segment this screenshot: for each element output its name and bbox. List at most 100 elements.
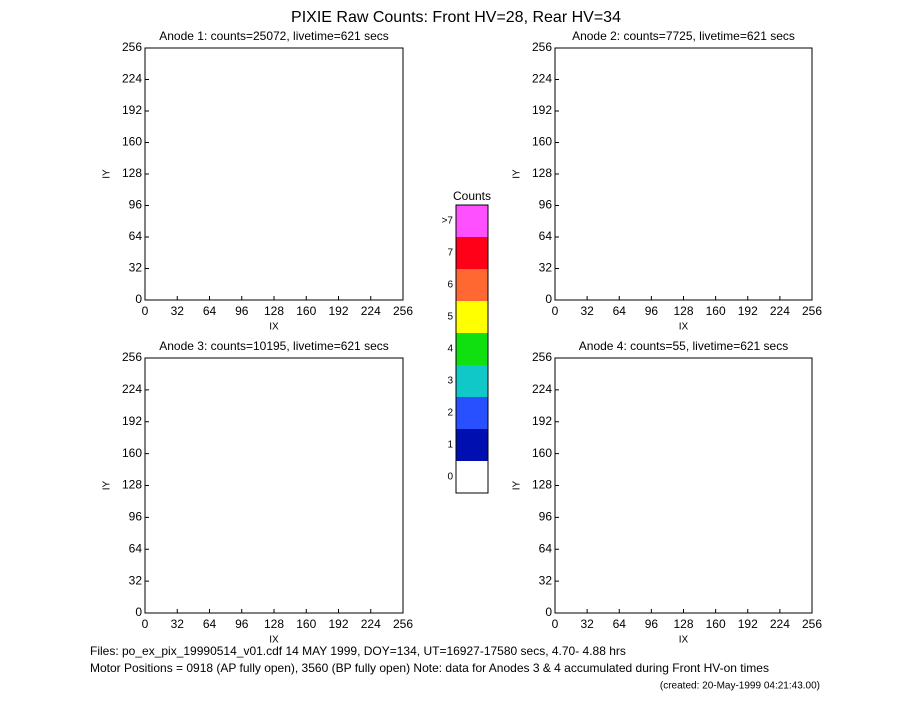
colorbar-title: Counts bbox=[453, 189, 491, 203]
x-axis-label: IX bbox=[269, 322, 279, 333]
x-tick-label: 192 bbox=[738, 617, 758, 631]
colorbar-swatch bbox=[456, 269, 488, 301]
colorbar-label: 3 bbox=[447, 376, 453, 387]
x-tick-label: 0 bbox=[552, 304, 559, 318]
x-tick-label: 256 bbox=[802, 304, 822, 318]
y-tick-label: 128 bbox=[122, 478, 142, 492]
colorbar-swatch bbox=[456, 461, 488, 493]
footer-line: Files: po_ex_pix_19990514_v01.cdf 14 MAY… bbox=[90, 644, 626, 658]
y-axis-label: IY bbox=[102, 169, 113, 179]
plot-frame bbox=[144, 47, 404, 301]
colorbar-label: >7 bbox=[442, 216, 454, 227]
x-tick-label: 64 bbox=[203, 617, 217, 631]
x-tick-label: 192 bbox=[328, 304, 348, 318]
footer-line: Motor Positions = 0918 (AP fully open), … bbox=[90, 661, 769, 675]
y-tick-label: 96 bbox=[129, 510, 143, 524]
y-tick-label: 96 bbox=[539, 510, 553, 524]
x-tick-label: 64 bbox=[613, 617, 627, 631]
page-title: PIXIE Raw Counts: Front HV=28, Rear HV=3… bbox=[291, 9, 621, 26]
x-tick-label: 0 bbox=[142, 617, 149, 631]
colorbar-label: 5 bbox=[447, 312, 453, 323]
x-tick-label: 256 bbox=[802, 617, 822, 631]
x-tick-label: 256 bbox=[393, 617, 413, 631]
y-tick-label: 256 bbox=[532, 350, 552, 364]
y-axis-label: IY bbox=[102, 480, 113, 490]
y-tick-label: 160 bbox=[532, 135, 552, 149]
y-tick-label: 64 bbox=[129, 541, 143, 555]
colorbar-swatch bbox=[456, 333, 488, 365]
colorbar-swatch bbox=[456, 205, 488, 237]
y-tick-label: 160 bbox=[122, 135, 142, 149]
colorbar-label: 7 bbox=[447, 248, 453, 259]
plot-frame bbox=[144, 357, 404, 614]
x-tick-label: 64 bbox=[613, 304, 627, 318]
y-tick-label: 128 bbox=[532, 478, 552, 492]
x-tick-label: 128 bbox=[264, 304, 284, 318]
x-tick-label: 224 bbox=[361, 617, 381, 631]
colorbar-label: 1 bbox=[447, 440, 453, 451]
y-tick-label: 256 bbox=[122, 40, 142, 54]
x-axis-label: IX bbox=[679, 322, 689, 333]
x-tick-label: 64 bbox=[203, 304, 217, 318]
y-tick-label: 128 bbox=[122, 166, 142, 180]
y-tick-label: 192 bbox=[122, 414, 142, 428]
x-tick-label: 224 bbox=[361, 304, 381, 318]
panel-title: Anode 4: counts=55, livetime=621 secs bbox=[579, 339, 788, 353]
x-tick-label: 160 bbox=[706, 617, 726, 631]
y-tick-label: 0 bbox=[545, 292, 552, 306]
colorbar-swatch bbox=[456, 237, 488, 269]
y-tick-label: 160 bbox=[532, 446, 552, 460]
y-tick-label: 192 bbox=[532, 103, 552, 117]
x-tick-label: 128 bbox=[264, 617, 284, 631]
colorbar-label: 0 bbox=[447, 472, 453, 483]
y-tick-label: 192 bbox=[532, 414, 552, 428]
plot-frame bbox=[554, 47, 813, 301]
y-tick-label: 224 bbox=[122, 382, 142, 396]
y-tick-label: 32 bbox=[539, 573, 553, 587]
x-tick-label: 256 bbox=[393, 304, 413, 318]
y-tick-label: 32 bbox=[129, 261, 143, 275]
y-tick-label: 0 bbox=[135, 292, 142, 306]
x-tick-label: 96 bbox=[645, 304, 659, 318]
footer-line: (created: 20-May-1999 04:21:43.00) bbox=[660, 681, 820, 692]
plot-frame bbox=[554, 357, 813, 614]
y-tick-label: 128 bbox=[532, 166, 552, 180]
x-tick-label: 32 bbox=[171, 304, 185, 318]
x-tick-label: 160 bbox=[296, 617, 316, 631]
x-tick-label: 224 bbox=[770, 304, 790, 318]
y-tick-label: 192 bbox=[122, 103, 142, 117]
colorbar-label: 4 bbox=[447, 344, 453, 355]
y-tick-label: 224 bbox=[122, 72, 142, 86]
x-tick-label: 224 bbox=[770, 617, 790, 631]
x-tick-label: 192 bbox=[328, 617, 348, 631]
y-tick-label: 224 bbox=[532, 382, 552, 396]
y-tick-label: 32 bbox=[539, 261, 553, 275]
x-tick-label: 160 bbox=[706, 304, 726, 318]
colorbar-label: 2 bbox=[447, 408, 453, 419]
colorbar-frame bbox=[455, 204, 489, 494]
y-tick-label: 64 bbox=[539, 541, 553, 555]
y-tick-label: 256 bbox=[532, 40, 552, 54]
colorbar-swatch bbox=[456, 301, 488, 333]
y-tick-label: 64 bbox=[539, 229, 553, 243]
panel-title: Anode 3: counts=10195, livetime=621 secs bbox=[159, 339, 389, 353]
y-axis-label: IY bbox=[512, 169, 523, 179]
x-tick-label: 32 bbox=[580, 304, 594, 318]
y-axis-label: IY bbox=[512, 480, 523, 490]
y-tick-label: 96 bbox=[539, 198, 553, 212]
x-tick-label: 96 bbox=[645, 617, 659, 631]
panel-title: Anode 2: counts=7725, livetime=621 secs bbox=[572, 29, 795, 43]
panel-title: Anode 1: counts=25072, livetime=621 secs bbox=[159, 29, 389, 43]
x-tick-label: 96 bbox=[235, 304, 249, 318]
y-tick-label: 64 bbox=[129, 229, 143, 243]
x-axis-label: IX bbox=[679, 635, 689, 646]
y-tick-label: 96 bbox=[129, 198, 143, 212]
colorbar-label: 6 bbox=[447, 280, 453, 291]
x-tick-label: 0 bbox=[142, 304, 149, 318]
x-tick-label: 128 bbox=[673, 617, 693, 631]
x-tick-label: 192 bbox=[738, 304, 758, 318]
x-tick-label: 0 bbox=[552, 617, 559, 631]
x-tick-label: 128 bbox=[673, 304, 693, 318]
x-tick-label: 96 bbox=[235, 617, 249, 631]
y-tick-label: 256 bbox=[122, 350, 142, 364]
